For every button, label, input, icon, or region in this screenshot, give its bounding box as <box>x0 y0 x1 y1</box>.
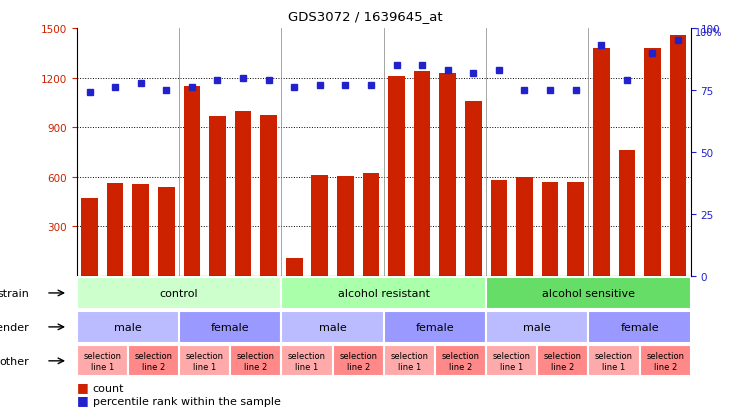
Text: percentile rank within the sample: percentile rank within the sample <box>93 396 281 406</box>
Text: GDS3072 / 1639645_at: GDS3072 / 1639645_at <box>288 10 443 23</box>
Text: female: female <box>416 322 454 332</box>
Bar <box>644 49 661 276</box>
Text: strain: strain <box>0 288 29 298</box>
Text: selection
line 1: selection line 1 <box>390 351 428 370</box>
Text: alcohol sensitive: alcohol sensitive <box>542 288 635 298</box>
Text: selection
line 2: selection line 2 <box>339 351 377 370</box>
Bar <box>281 311 384 343</box>
Text: 100%: 100% <box>695 28 722 38</box>
Bar <box>435 345 486 377</box>
Text: male: male <box>319 322 346 332</box>
Text: selection
line 1: selection line 1 <box>493 351 531 370</box>
Text: male: male <box>523 322 551 332</box>
Bar <box>132 185 149 276</box>
Bar <box>281 278 486 309</box>
Bar <box>363 174 379 276</box>
Text: ■: ■ <box>77 393 88 406</box>
Text: selection
line 2: selection line 2 <box>237 351 275 370</box>
Bar <box>491 180 507 276</box>
Text: selection
line 2: selection line 2 <box>135 351 173 370</box>
Text: gender: gender <box>0 322 29 332</box>
Bar <box>486 311 588 343</box>
Bar <box>179 311 281 343</box>
Bar <box>158 187 175 276</box>
Bar <box>107 183 124 276</box>
Text: selection
line 2: selection line 2 <box>544 351 582 370</box>
Bar <box>384 345 435 377</box>
Text: alcohol resistant: alcohol resistant <box>338 288 430 298</box>
Text: selection
line 2: selection line 2 <box>442 351 480 370</box>
Bar <box>337 176 354 276</box>
Text: selection
line 1: selection line 1 <box>595 351 633 370</box>
Bar <box>516 177 533 276</box>
Bar <box>537 345 588 377</box>
Bar <box>542 182 558 276</box>
Text: selection
line 1: selection line 1 <box>83 351 121 370</box>
Bar <box>588 311 691 343</box>
Bar <box>77 345 128 377</box>
Bar <box>439 74 456 276</box>
Text: ■: ■ <box>77 380 88 393</box>
Bar <box>593 49 610 276</box>
Bar <box>77 311 179 343</box>
Bar <box>486 345 537 377</box>
Bar <box>209 116 226 276</box>
Bar <box>77 278 281 309</box>
Text: female: female <box>621 322 659 332</box>
Bar <box>384 311 486 343</box>
Text: selection
line 2: selection line 2 <box>646 351 684 370</box>
Bar <box>618 151 635 276</box>
Bar <box>311 176 328 276</box>
Bar <box>640 345 691 377</box>
Bar <box>179 345 230 377</box>
Text: male: male <box>114 322 142 332</box>
Bar <box>388 77 405 276</box>
Bar <box>486 278 691 309</box>
Bar <box>128 345 179 377</box>
Bar <box>183 87 200 276</box>
Bar <box>588 345 640 377</box>
Bar <box>230 345 281 377</box>
Bar <box>414 72 431 276</box>
Bar <box>235 112 251 276</box>
Text: female: female <box>211 322 249 332</box>
Bar <box>465 102 482 276</box>
Text: count: count <box>93 383 124 393</box>
Bar <box>567 182 584 276</box>
Text: control: control <box>160 288 198 298</box>
Bar <box>286 258 303 276</box>
Text: selection
line 1: selection line 1 <box>186 351 224 370</box>
Bar <box>260 116 277 276</box>
Bar <box>333 345 384 377</box>
Text: selection
line 1: selection line 1 <box>288 351 326 370</box>
Text: other: other <box>0 356 29 366</box>
Bar <box>281 345 333 377</box>
Bar <box>81 199 98 276</box>
Bar <box>670 36 686 276</box>
